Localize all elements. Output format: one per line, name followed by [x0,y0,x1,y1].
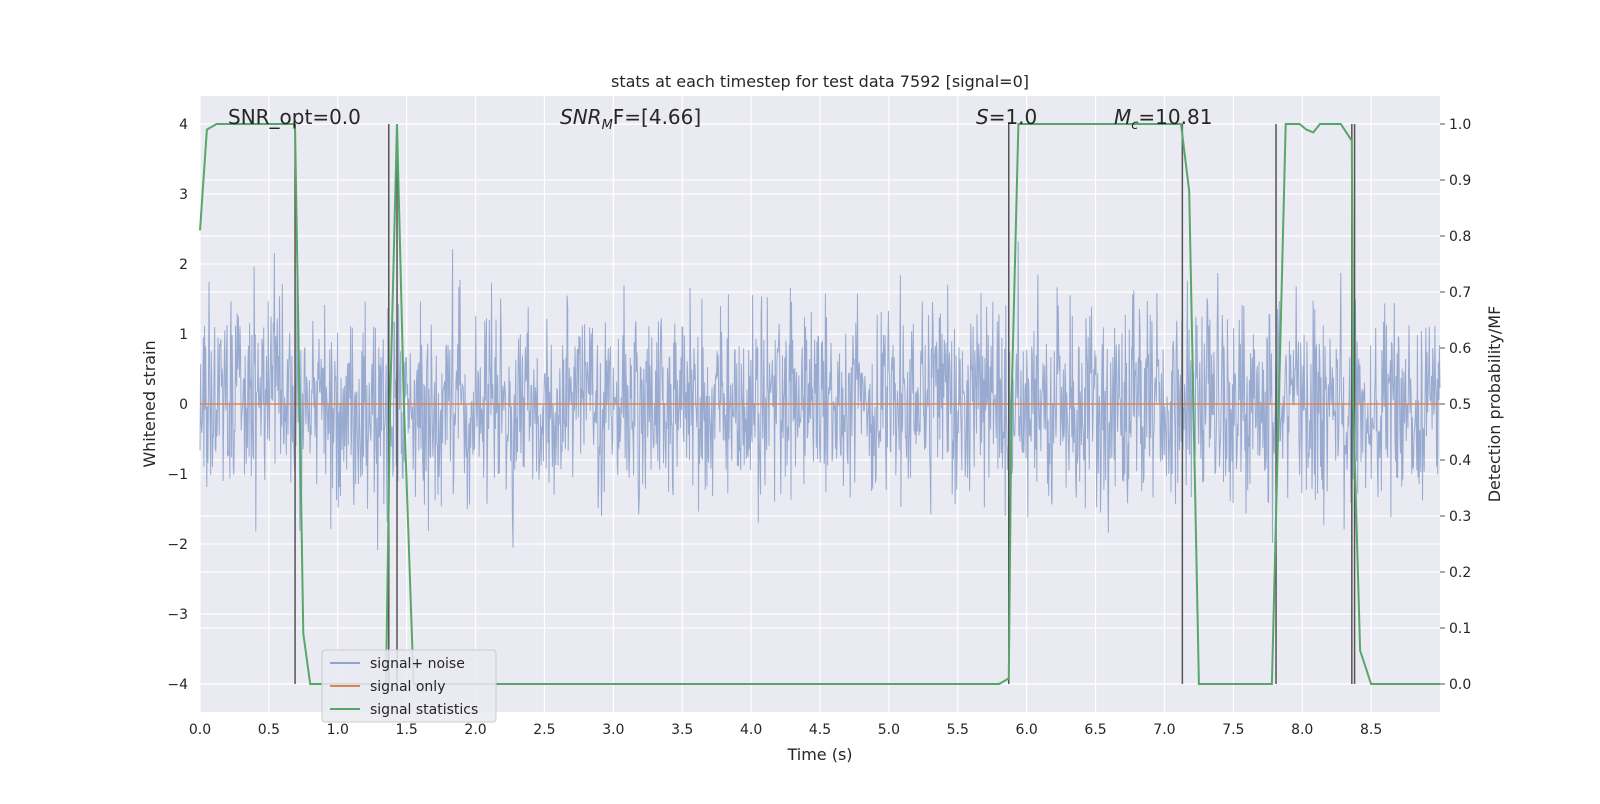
y-right-tick-label: 0.0 [1449,677,1471,693]
x-tick-label: 0.0 [189,722,211,738]
series-signal-plus-noise [199,241,1441,551]
y-right-tick-label: 1.0 [1449,117,1471,133]
y-right-tick-labels: 1.0 0.9 0.8 0.7 0.6 0.5 0.4 0.3 0.2 0.1 0.0 [1440,117,1471,693]
chart-title: stats at each timestep for test data 759… [611,72,1029,91]
x-tick-label: 4.5 [809,722,831,738]
y-left-tick-label: −3 [167,607,188,623]
x-tick-label: 6.0 [1016,722,1038,738]
x-axis-label: Time (s) [786,745,852,764]
x-tick-label: 2.5 [533,722,555,738]
annotation-snr-mf: SNRMF=[4.66] [560,105,701,133]
y-right-tick-label: 0.2 [1449,565,1471,581]
annotation-snr-opt: SNR_opt=0.0 [228,105,361,129]
y-right-tick-label: 0.4 [1449,453,1471,469]
y-right-tick-label: 0.5 [1449,397,1471,413]
annotation-s: S=1.0 [976,105,1037,129]
x-tick-label: 4.0 [740,722,762,738]
x-tick-label: 5.5 [947,722,969,738]
signal-statistics-line [199,123,1440,685]
x-tick-label: 6.5 [1084,722,1106,738]
y-right-tick-label: 0.7 [1449,285,1471,301]
signal-plus-noise-line [199,241,1441,551]
y-right-tick-label: 0.6 [1449,341,1471,357]
y-left-tick-labels: 4 3 2 1 0 −1 −2 −3 −4 [167,117,188,693]
legend-label-signal-only: signal only [370,679,445,695]
y-left-tick-label: 3 [179,187,188,203]
y-left-tick-label: 4 [179,117,188,133]
x-tick-label: 7.0 [1153,722,1175,738]
y-left-tick-label: 1 [179,327,188,343]
y-right-tick-label: 0.8 [1449,229,1471,245]
annotation-mc: Mc=10.81 [1114,105,1212,133]
x-tick-label: 8.0 [1291,722,1313,738]
x-tick-labels: 0.0 0.5 1.0 1.5 2.0 2.5 3.0 3.5 4.0 4.5 5.0 5.5 6.0 6… [189,722,1382,738]
legend-label-signal-plus-noise: signal+ noise [370,656,465,672]
series-signal-statistics [199,123,1440,685]
y-right-tick-label: 0.3 [1449,509,1471,525]
x-tick-label: 0.5 [258,722,280,738]
x-tick-label: 5.0 [878,722,900,738]
y-left-tick-label: 0 [179,397,188,413]
y-left-axis-label: Whitened strain [140,340,159,467]
x-tick-label: 1.0 [327,722,349,738]
marker-lines [294,124,1356,684]
y-left-tick-label: −4 [167,677,188,693]
x-tick-label: 2.0 [464,722,486,738]
x-tick-label: 3.0 [602,722,624,738]
x-tick-label: 1.5 [396,722,418,738]
legend-box [321,649,497,723]
y-right-tick-label: 0.9 [1449,173,1471,189]
y-right-tick-label: 0.1 [1449,621,1471,637]
x-tick-label: 3.5 [671,722,693,738]
x-tick-label: 8.5 [1360,722,1382,738]
legend: signal+ noise signal only signal statist… [321,649,497,723]
y-left-tick-label: −2 [167,537,188,553]
y-left-tick-label: −1 [167,467,188,483]
y-right-axis-label: Detection probability/MF [1485,306,1504,503]
y-left-tick-label: 2 [179,257,188,273]
x-tick-label: 7.5 [1222,722,1244,738]
legend-label-signal-statistics: signal statistics [370,702,478,718]
